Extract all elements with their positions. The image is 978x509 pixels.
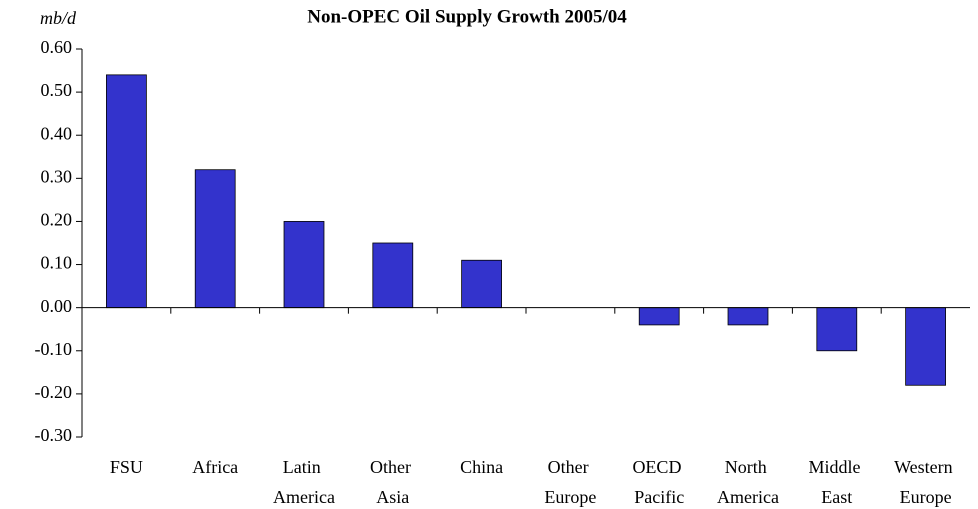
y-tick-label: 0.60 bbox=[41, 37, 73, 57]
y-tick-label: 0.10 bbox=[41, 253, 73, 273]
bar bbox=[283, 221, 325, 309]
y-tick-label: 0.40 bbox=[41, 123, 73, 143]
x-tick-label: Latin America bbox=[273, 457, 335, 507]
x-tick-label: North America bbox=[717, 457, 779, 507]
y-tick-label: -0.30 bbox=[35, 425, 73, 445]
y-tick-label: 0.30 bbox=[41, 166, 73, 186]
y-tick-label: 0.00 bbox=[41, 296, 73, 316]
x-tick-label: Other Asia bbox=[370, 457, 415, 507]
bar bbox=[905, 307, 946, 386]
y-tick-label: 0.20 bbox=[41, 210, 73, 230]
bar bbox=[727, 307, 769, 326]
x-tick-label: OECD Pacific bbox=[632, 457, 686, 507]
bar bbox=[372, 242, 414, 309]
x-tick-label: FSU bbox=[110, 457, 143, 477]
y-tick-label: 0.50 bbox=[41, 80, 73, 100]
x-tick-label: Other Europe bbox=[544, 457, 596, 507]
x-tick-label: China bbox=[460, 457, 503, 477]
bar bbox=[194, 169, 236, 309]
y-axis-label: mb/d bbox=[40, 8, 77, 28]
bar bbox=[638, 307, 680, 326]
x-tick-label: Western Europe bbox=[894, 457, 957, 507]
y-tick-label: -0.10 bbox=[35, 339, 73, 359]
x-tick-label: Africa bbox=[192, 457, 238, 477]
chart-title: Non-OPEC Oil Supply Growth 2005/04 bbox=[307, 6, 627, 27]
y-tick-label: -0.20 bbox=[35, 382, 73, 402]
bar bbox=[816, 307, 858, 352]
x-tick-label: Middle East bbox=[809, 457, 866, 507]
bar bbox=[461, 259, 502, 309]
bar bbox=[106, 74, 147, 309]
